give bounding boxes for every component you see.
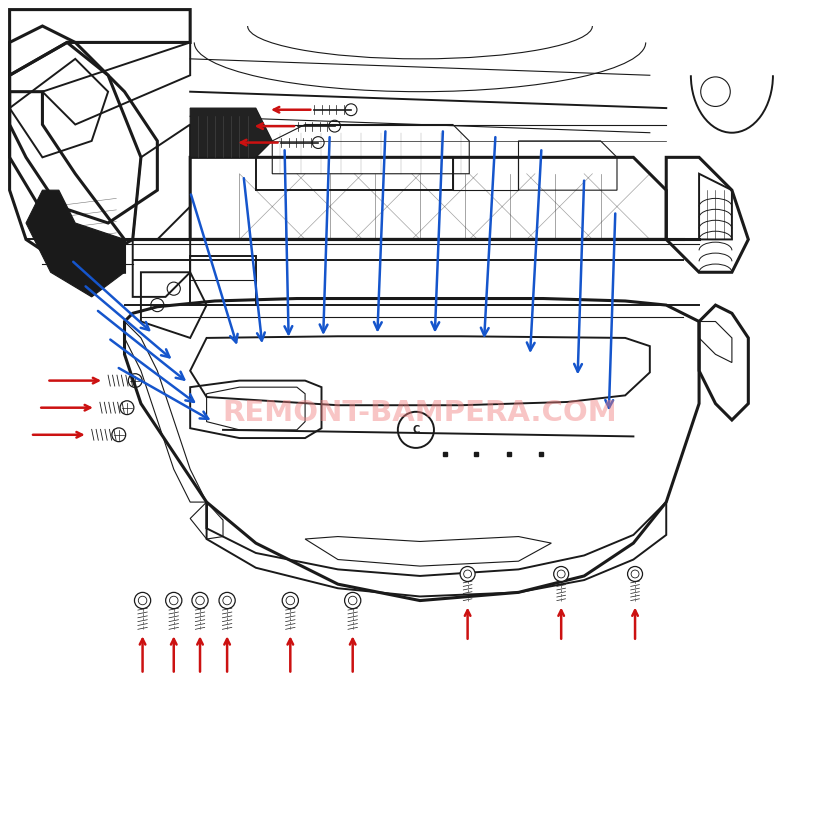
Text: C: C [412,425,419,435]
Circle shape [282,592,298,609]
Text: REMONT-BAMPERA.COM: REMONT-BAMPERA.COM [223,399,617,428]
Circle shape [134,592,150,609]
Circle shape [627,566,643,581]
Polygon shape [26,190,124,297]
Circle shape [219,592,235,609]
Circle shape [344,592,361,609]
Circle shape [554,566,569,581]
Circle shape [192,592,208,609]
Circle shape [460,566,475,581]
Circle shape [165,592,182,609]
Polygon shape [190,108,272,157]
